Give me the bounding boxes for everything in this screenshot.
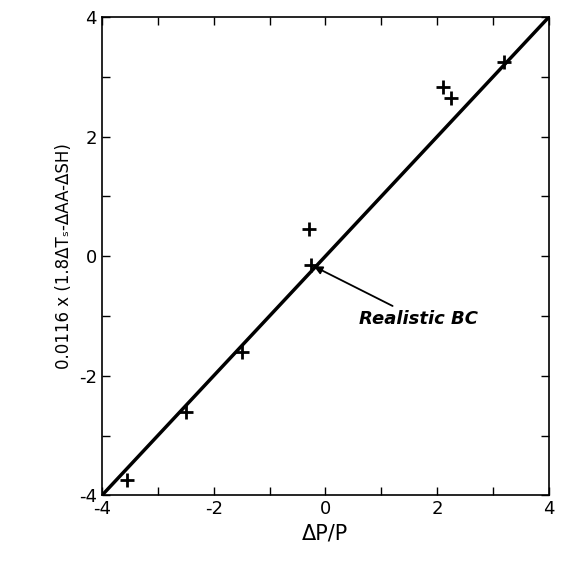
X-axis label: ΔP/P: ΔP/P	[302, 524, 349, 544]
Point	[447, 93, 456, 102]
Point	[438, 83, 447, 92]
Point	[307, 261, 316, 270]
Point	[304, 225, 313, 234]
Point	[122, 476, 131, 485]
Point	[500, 57, 509, 66]
Text: Realistic BC: Realistic BC	[316, 267, 478, 328]
Point	[181, 407, 190, 416]
Y-axis label: 0.0116 x (1.8ΔTₛ-ΔAA-ΔSH): 0.0116 x (1.8ΔTₛ-ΔAA-ΔSH)	[55, 143, 74, 369]
Point	[237, 347, 246, 356]
